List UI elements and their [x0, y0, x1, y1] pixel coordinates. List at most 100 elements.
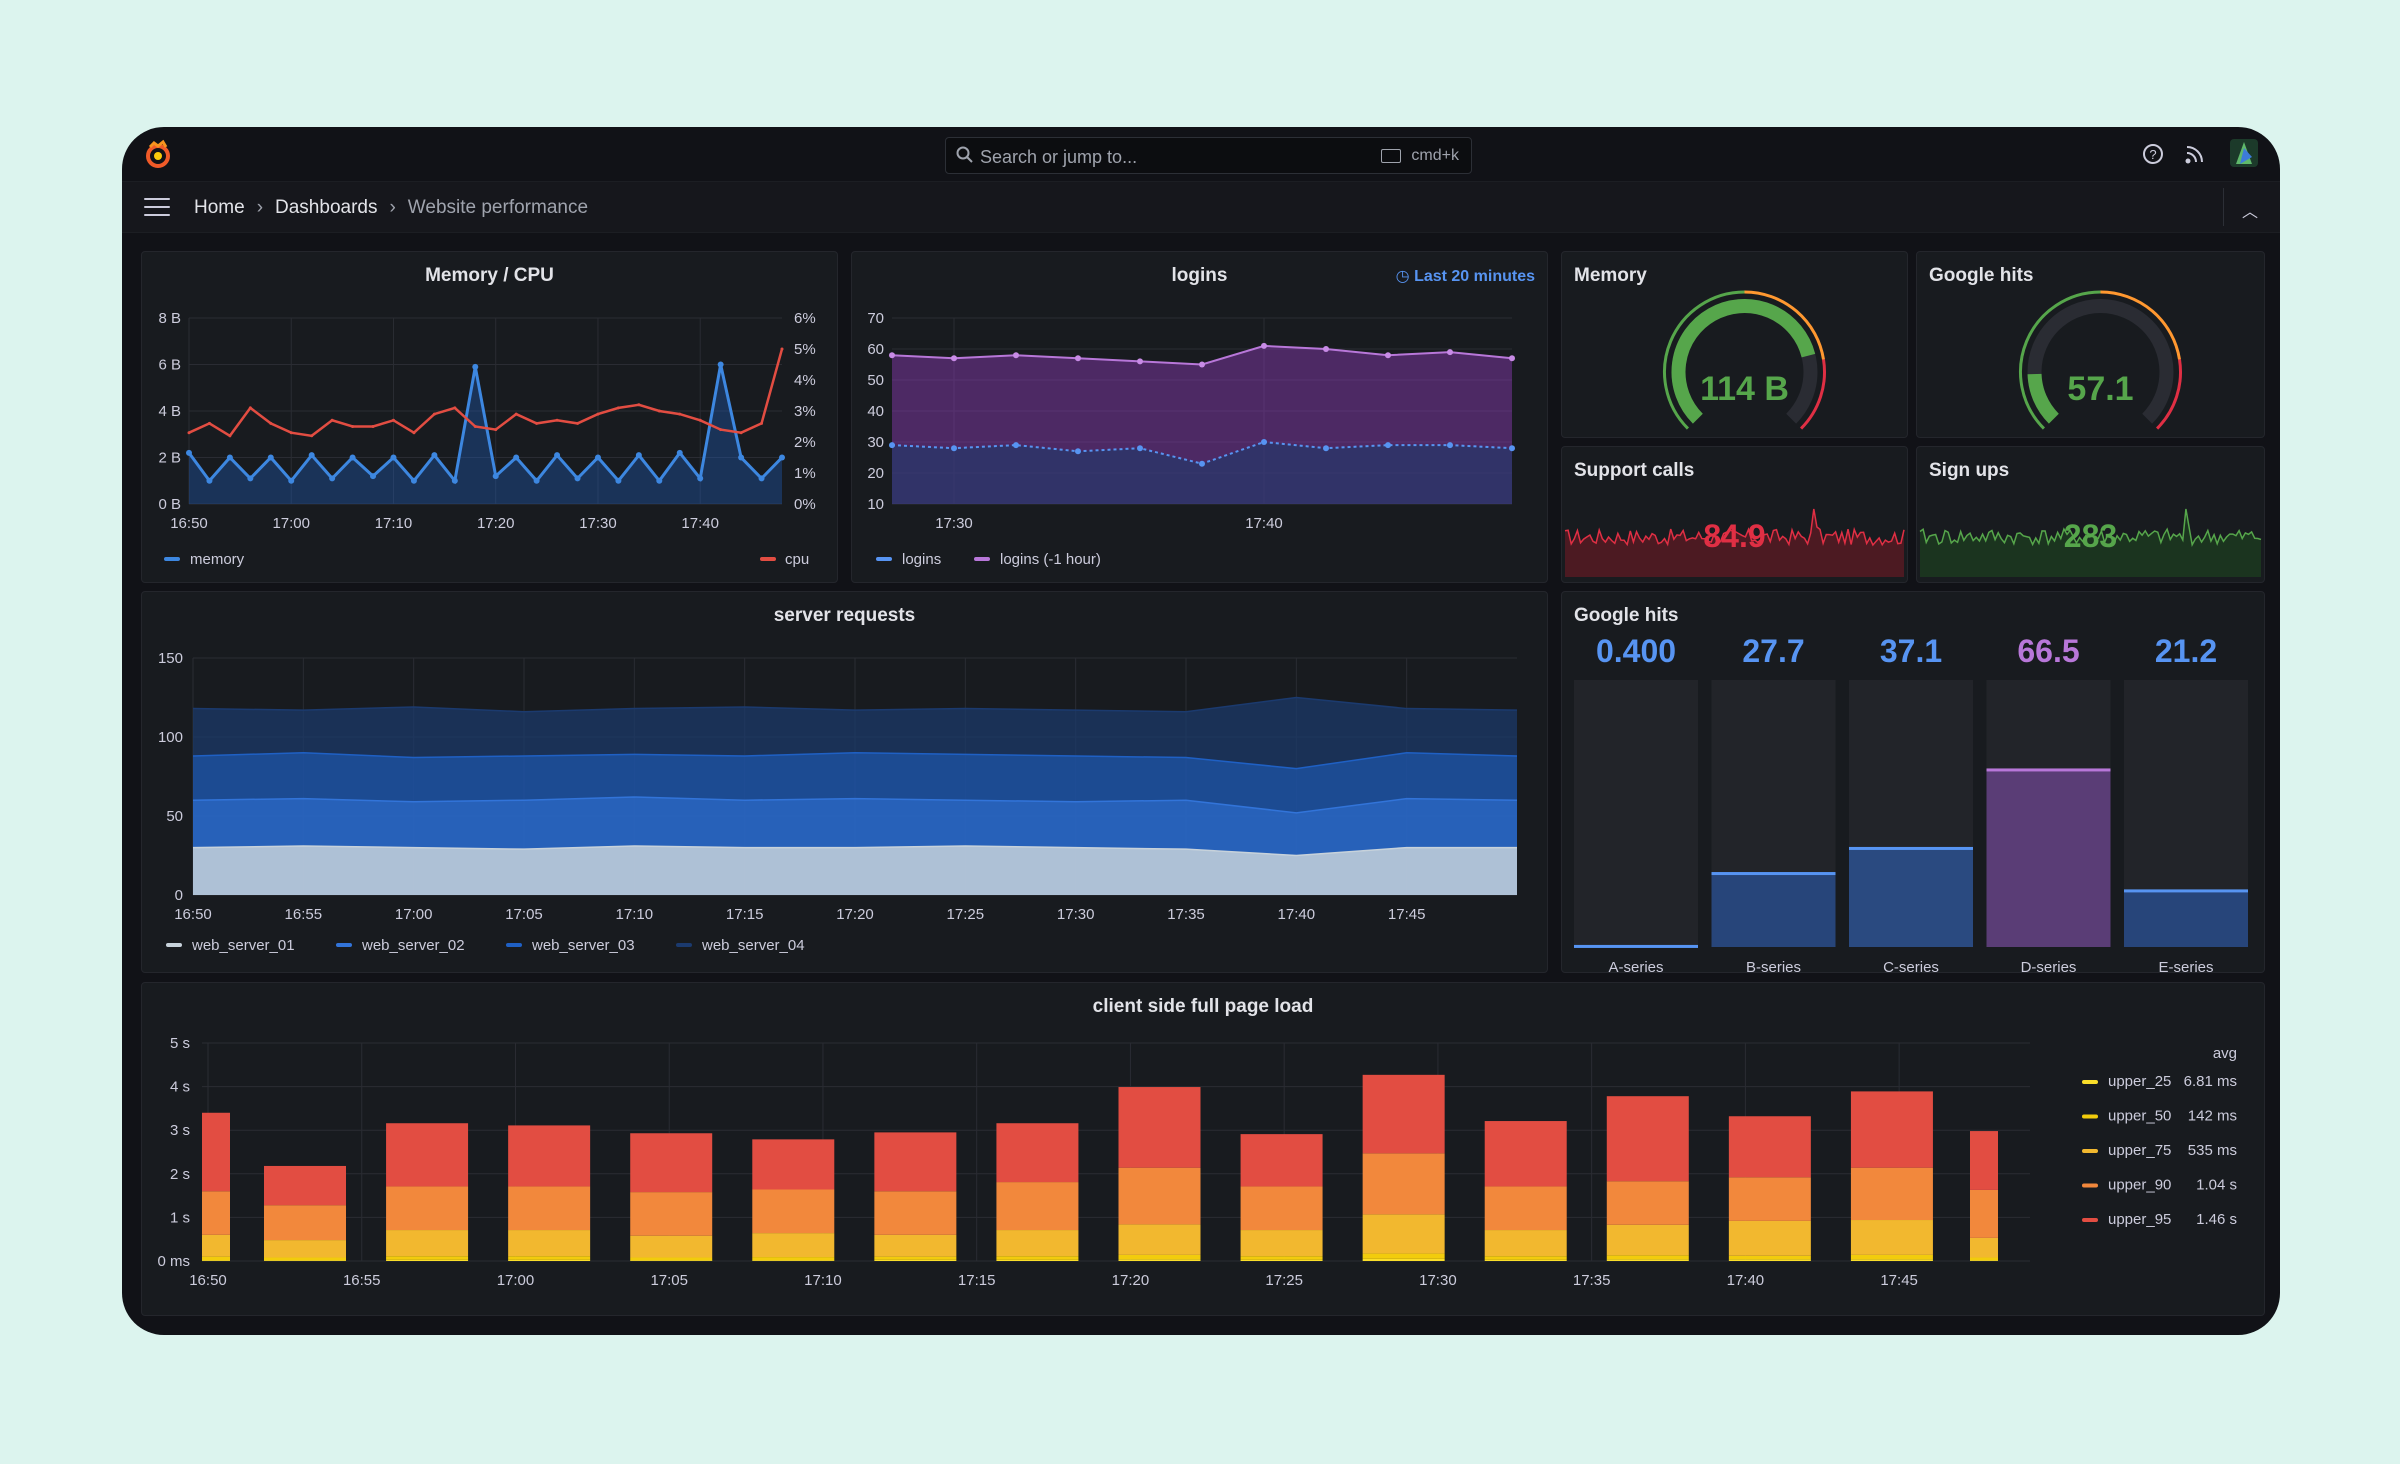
cpu-point	[453, 406, 457, 410]
stacked-bar-segment-upper_50	[996, 1256, 1079, 1260]
y-tick-label: 50	[166, 808, 183, 825]
x-tick-label: 17:00	[395, 906, 433, 923]
memory-point	[574, 475, 581, 482]
bar-category-label: B-series	[1746, 959, 1801, 973]
y-tick-label: 10	[867, 496, 884, 513]
memory-point	[513, 454, 520, 461]
bar-category-label: A-series	[1608, 959, 1663, 973]
legend-swatch	[2082, 1114, 2098, 1119]
stat-value: 84.9	[1703, 518, 1765, 554]
chevron-up-icon[interactable]: ︿	[2241, 204, 2258, 221]
cpu-point	[289, 431, 293, 435]
stacked-bar-segment-upper_50	[202, 1256, 230, 1261]
x-tick-label: 17:40	[1727, 1272, 1765, 1289]
panel-page-load[interactable]: client side full page load 0 ms 1 s 2 s 3 s…	[141, 982, 2265, 1316]
stacked-bar-segment-upper_90	[202, 1191, 230, 1235]
memory-area	[189, 364, 782, 504]
x-tick-label: 17:30	[579, 515, 617, 532]
gauge-threshold-orange	[2100, 290, 2181, 360]
stacked-bar-segment-upper_50	[1850, 1254, 1933, 1260]
logins-point	[1199, 460, 1205, 467]
user-avatar-icon[interactable]	[2230, 139, 2258, 167]
memory-point	[206, 477, 213, 484]
logins-point	[889, 442, 895, 449]
panel-memory-cpu[interactable]: Memory / CPU 0 B 2 B 4 B 6 B 8 B 0% 1% 2% 3% 4% 5%…	[141, 251, 838, 583]
search-bar[interactable]: Search or jump to... cmd+k	[945, 137, 1472, 174]
x-tick-label: 17:35	[1167, 906, 1205, 923]
breadcrumb-separator-icon: ›	[256, 197, 264, 218]
y-right-tick-label: 3%	[794, 403, 816, 420]
bar-top	[1574, 944, 1698, 948]
grafana-logo-icon[interactable]	[142, 139, 174, 171]
y-tick-label: 3 s	[170, 1122, 190, 1139]
breadcrumb-dashboards[interactable]: Dashboards	[275, 197, 378, 218]
legend-avg-value: 1.46 s	[2196, 1211, 2237, 1228]
stacked-bar-segment-upper_75	[508, 1230, 591, 1257]
x-tick-label: 17:30	[1419, 1272, 1457, 1289]
stacked-bar-segment-upper_50	[1606, 1255, 1689, 1260]
stacked-bar-segment-upper_25	[1118, 1259, 1201, 1261]
stacked-bar-segment-upper_95	[264, 1165, 346, 1206]
cpu-point	[412, 431, 416, 435]
stacked-bar-segment-upper_95	[1240, 1134, 1323, 1187]
panel-memory-gauge[interactable]: Memory 114 B	[1561, 251, 1908, 438]
x-tick-label: 16:50	[170, 515, 208, 532]
memory-gauge: 114 B	[1663, 290, 1826, 430]
panel-google-hits-gauge[interactable]: Google hits 57.1	[1916, 251, 2265, 438]
panel-support-calls[interactable]: Support calls 84.9	[1561, 446, 1908, 583]
bar-top	[1849, 846, 1973, 850]
rss-feed-icon[interactable]	[2184, 143, 2206, 165]
y-tick-label: 50	[867, 372, 884, 389]
breadcrumb-home[interactable]: Home	[194, 197, 245, 218]
stacked-bar-segment-upper_25	[264, 1260, 346, 1261]
panel-sign-ups[interactable]: Sign ups 283	[1916, 446, 2265, 583]
sparkline-line	[1919, 508, 2262, 547]
gauge-threshold-red	[1800, 359, 1826, 430]
memory-point	[308, 452, 315, 459]
time-range-badge[interactable]: ◷ Last 20 minutes	[1396, 266, 1535, 286]
cpu-point	[555, 418, 559, 422]
x-tick-label: 16:55	[343, 1272, 381, 1289]
x-tick-label: 17:40	[1278, 906, 1316, 923]
stacked-bar-segment-upper_75	[1362, 1214, 1445, 1254]
gauge-value-arc	[2027, 373, 2059, 424]
logins-point	[1385, 442, 1391, 449]
x-tick-label: 17:20	[1112, 1272, 1150, 1289]
stacked-bar-segment-upper_90	[752, 1189, 835, 1234]
bar-category-label: C-series	[1883, 959, 1939, 973]
help-icon[interactable]: ?	[2142, 143, 2164, 165]
stacked-bar-segment-upper_95	[752, 1139, 835, 1190]
bar-value: 0.400	[1596, 633, 1676, 669]
stacked-bar-segment-upper_90	[1362, 1153, 1445, 1215]
y-right-tick-label: 0%	[794, 496, 816, 513]
legend-avg-value: 6.81 ms	[2184, 1073, 2237, 1090]
memory-point	[533, 477, 540, 484]
panel-server-requests[interactable]: server requests 0 50 100 150 16:50 16:55 17:00…	[141, 591, 1548, 973]
stacked-bar-segment-upper_50	[1970, 1257, 1998, 1261]
x-tick-label: 17:10	[616, 906, 654, 923]
memory-point	[656, 477, 663, 484]
panel-google-hits-bars[interactable]: Google hits 0.400 A-series 27.7 B-series 37.…	[1561, 591, 2265, 973]
bar	[1986, 769, 2111, 947]
cpu-series-line	[188, 348, 784, 438]
stacked-bar-segment-upper_75	[1240, 1230, 1323, 1257]
legend-label: web_server_04	[701, 937, 805, 954]
panel-logins[interactable]: logins ◷ Last 20 minutes 10 20 30 40 50 60 70 1…	[851, 251, 1548, 583]
stacked-bar-segment-upper_75	[752, 1233, 835, 1258]
panel-title: Memory / CPU	[425, 265, 554, 286]
google-hits-gauge: 57.1	[2019, 290, 2182, 430]
stacked-bar-segment-upper_75	[264, 1240, 346, 1258]
stacked-bar-segment-upper_75	[1970, 1237, 1998, 1258]
stacked-bar-segment-upper_90	[1606, 1181, 1689, 1225]
logins-point	[1013, 442, 1019, 449]
legend-label: web_server_02	[361, 937, 465, 954]
menu-icon[interactable]	[144, 198, 170, 216]
cpu-point	[739, 431, 743, 435]
y-tick-label: 40	[867, 403, 884, 420]
legend-label: web_server_01	[191, 937, 295, 954]
stacked-bar-segment-upper_95	[1484, 1121, 1567, 1187]
cpu-point	[616, 406, 620, 410]
memory-point	[717, 361, 724, 368]
panel-title: Memory	[1574, 265, 1647, 286]
bar-top	[2124, 889, 2248, 893]
